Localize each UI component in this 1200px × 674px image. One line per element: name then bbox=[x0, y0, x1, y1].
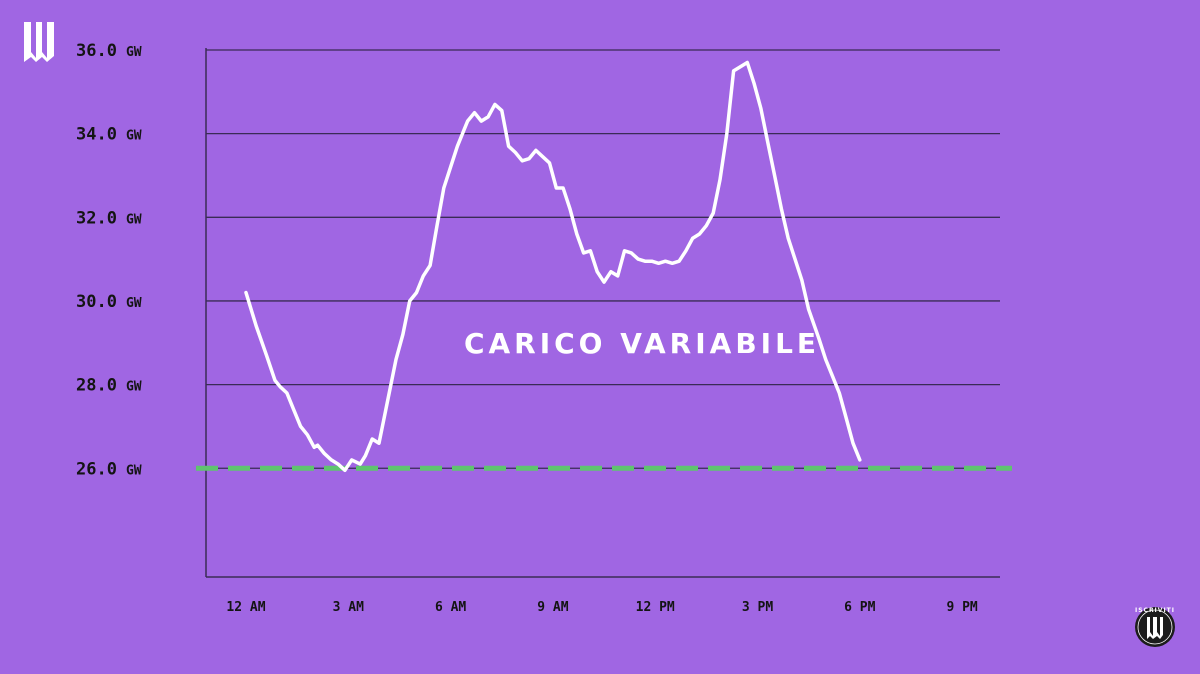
y-tick-label: 36.0 GW bbox=[76, 41, 142, 61]
y-tick-label: 32.0 GW bbox=[76, 208, 142, 228]
y-tick-label: 34.0 GW bbox=[76, 125, 142, 145]
subscribe-badge[interactable]: ISCRIVITI W bbox=[0, 0, 1175, 647]
x-tick-label: 12 PM bbox=[636, 600, 675, 615]
x-tick-labels: 12 AM 3 AM 6 AM 9 AM 12 PM 3 PM 6 PM 9 PM bbox=[226, 600, 977, 615]
x-tick-label: 3 AM bbox=[333, 600, 364, 615]
y-tick-label: 28.0 GW bbox=[76, 376, 142, 396]
x-tick-label: 9 AM bbox=[537, 600, 568, 615]
x-tick-label: 3 PM bbox=[742, 600, 773, 615]
brand-logo-icon: W bbox=[24, 22, 54, 62]
badge-ring-text: ISCRIVITI bbox=[1135, 607, 1175, 614]
x-tick-label: 6 AM bbox=[435, 600, 466, 615]
y-tick-label: 26.0 GW bbox=[76, 459, 142, 479]
y-tick-label: 30.0 GW bbox=[76, 292, 142, 312]
series-line bbox=[244, 60, 862, 473]
x-tick-label: 6 PM bbox=[844, 600, 875, 615]
gridlines bbox=[206, 49, 1000, 469]
y-tick-labels: 36.0 GW 34.0 GW 32.0 GW 30.0 GW 28.0 GW 26.0 GW bbox=[76, 41, 142, 479]
badge-w-icon bbox=[1147, 617, 1163, 639]
chart-annotation: CARICO VARIABILE bbox=[464, 327, 820, 360]
badge-letter: W bbox=[0, 0, 1, 1]
x-tick-label: 12 AM bbox=[226, 600, 265, 615]
data-points bbox=[245, 62, 860, 471]
x-tick-label: 9 PM bbox=[946, 600, 977, 615]
